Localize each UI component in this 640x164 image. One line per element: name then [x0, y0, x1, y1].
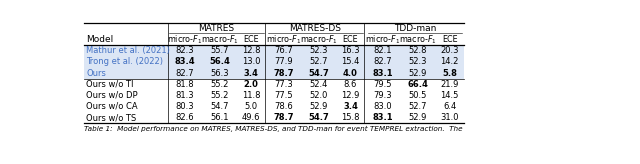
Text: 79.5: 79.5	[374, 80, 392, 89]
Text: Model: Model	[86, 35, 113, 44]
Text: ECE: ECE	[442, 35, 458, 44]
Text: 83.1: 83.1	[372, 69, 394, 78]
Text: 31.0: 31.0	[440, 113, 459, 122]
Text: ECE: ECE	[342, 35, 358, 44]
Text: Mathur et al. (2021): Mathur et al. (2021)	[86, 46, 170, 55]
Text: 11.8: 11.8	[242, 91, 260, 100]
Text: ECE: ECE	[243, 35, 259, 44]
Bar	[84, 56, 463, 67]
Text: MATRES-DS: MATRES-DS	[290, 24, 342, 33]
Text: 8.6: 8.6	[344, 80, 357, 89]
Text: 49.6: 49.6	[242, 113, 260, 122]
Text: 20.3: 20.3	[440, 46, 459, 55]
Text: 14.2: 14.2	[440, 57, 459, 66]
Text: 56.1: 56.1	[211, 113, 228, 122]
Text: 21.9: 21.9	[440, 80, 459, 89]
Text: Ours w/o CA: Ours w/o CA	[86, 102, 138, 111]
Text: 3.4: 3.4	[343, 102, 358, 111]
Bar	[84, 67, 463, 79]
Text: 12.8: 12.8	[242, 46, 260, 55]
Text: 14.5: 14.5	[440, 91, 459, 100]
Text: 4.0: 4.0	[343, 69, 358, 78]
Text: 16.3: 16.3	[341, 46, 360, 55]
Text: 52.7: 52.7	[310, 57, 328, 66]
Text: 54.7: 54.7	[308, 69, 329, 78]
Text: 52.3: 52.3	[310, 46, 328, 55]
Text: 55.2: 55.2	[211, 91, 228, 100]
Text: 55.7: 55.7	[211, 46, 228, 55]
Text: 52.0: 52.0	[310, 91, 328, 100]
Text: 3.4: 3.4	[244, 69, 259, 78]
Text: 81.3: 81.3	[175, 91, 194, 100]
Text: 83.0: 83.0	[374, 102, 392, 111]
Text: 66.4: 66.4	[408, 80, 428, 89]
Text: 82.3: 82.3	[175, 46, 194, 55]
Text: 6.4: 6.4	[443, 102, 456, 111]
Bar	[84, 45, 463, 56]
Text: 81.8: 81.8	[175, 80, 194, 89]
Text: 2.0: 2.0	[244, 80, 259, 89]
Text: 5.0: 5.0	[244, 102, 258, 111]
Text: 52.4: 52.4	[310, 80, 328, 89]
Text: 78.7: 78.7	[273, 113, 294, 122]
Text: 82.1: 82.1	[374, 46, 392, 55]
Text: 54.7: 54.7	[211, 102, 228, 111]
Text: 82.6: 82.6	[175, 113, 194, 122]
Text: 13.0: 13.0	[242, 57, 260, 66]
Text: 83.1: 83.1	[372, 113, 394, 122]
Text: 79.3: 79.3	[374, 91, 392, 100]
Text: 83.4: 83.4	[174, 57, 195, 66]
Text: 52.9: 52.9	[409, 113, 427, 122]
Text: 52.9: 52.9	[310, 102, 328, 111]
Text: 15.8: 15.8	[341, 113, 360, 122]
Text: macro-$F_1$: macro-$F_1$	[200, 33, 239, 46]
Text: 52.3: 52.3	[409, 57, 427, 66]
Text: Ours w/o DP: Ours w/o DP	[86, 91, 138, 100]
Text: 82.7: 82.7	[374, 57, 392, 66]
Text: micro-$F_1$: micro-$F_1$	[266, 33, 301, 46]
Text: Ours w/o TS: Ours w/o TS	[86, 113, 136, 122]
Text: 76.7: 76.7	[275, 46, 293, 55]
Text: macro-$F_1$: macro-$F_1$	[300, 33, 338, 46]
Text: 50.5: 50.5	[409, 91, 427, 100]
Text: 12.9: 12.9	[341, 91, 360, 100]
Text: 52.9: 52.9	[409, 69, 427, 78]
Text: 77.9: 77.9	[275, 57, 293, 66]
Text: 82.7: 82.7	[175, 69, 194, 78]
Text: 54.7: 54.7	[308, 113, 329, 122]
Text: 15.4: 15.4	[341, 57, 360, 66]
Text: macro-$F_1$: macro-$F_1$	[399, 33, 437, 46]
Text: Trong et al. (2022): Trong et al. (2022)	[86, 57, 163, 66]
Text: Table 1:  Model performance on MATRES, MATRES-DS, and TDD-man for event TEMPREL : Table 1: Model performance on MATRES, MA…	[84, 126, 463, 132]
Text: 56.4: 56.4	[209, 57, 230, 66]
Text: 77.5: 77.5	[275, 91, 293, 100]
Text: 78.7: 78.7	[273, 69, 294, 78]
Text: 77.3: 77.3	[275, 80, 293, 89]
Text: 78.6: 78.6	[275, 102, 293, 111]
Text: 52.8: 52.8	[409, 46, 427, 55]
Text: MATRES: MATRES	[198, 24, 234, 33]
Text: 56.3: 56.3	[210, 69, 229, 78]
Text: micro-$F_1$: micro-$F_1$	[365, 33, 401, 46]
Text: TDD-man: TDD-man	[394, 24, 436, 33]
Text: 5.8: 5.8	[442, 69, 457, 78]
Text: 55.2: 55.2	[211, 80, 228, 89]
Text: 52.7: 52.7	[409, 102, 427, 111]
Text: Ours: Ours	[86, 69, 106, 78]
Text: Ours w/o TI: Ours w/o TI	[86, 80, 134, 89]
Text: 80.3: 80.3	[175, 102, 194, 111]
Text: micro-$F_1$: micro-$F_1$	[167, 33, 202, 46]
